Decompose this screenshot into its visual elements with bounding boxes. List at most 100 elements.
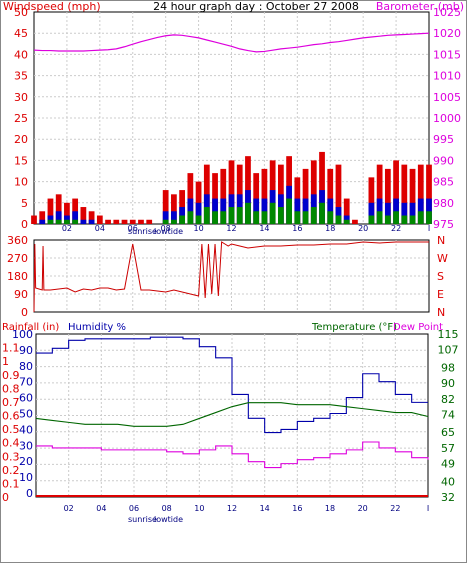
- windspeed-bar: [261, 168, 268, 224]
- wind-low-bar: [368, 215, 375, 224]
- barometer-tick-label: 1005: [433, 91, 461, 104]
- rainfall-tick-label: 0.5: [2, 423, 20, 436]
- direction-tick-label: 0: [21, 306, 28, 319]
- hour-label: 20: [358, 504, 368, 513]
- barometer-tick-label: 985: [433, 176, 454, 189]
- windspeed-bar: [121, 219, 128, 224]
- dewpoint-title: Dew Point: [393, 322, 443, 333]
- wind-average-bar: [368, 202, 375, 224]
- humidity-tick-label: 50: [19, 408, 33, 421]
- wind-low-bar: [55, 219, 62, 224]
- wind-low-bar: [376, 211, 383, 224]
- barometer-tick-label: 995: [433, 133, 454, 146]
- sunrise-marker-bottom: sunrise: [128, 515, 157, 524]
- rainfall-tick-label: 0.6: [2, 410, 20, 423]
- wind-low-bar: [327, 211, 334, 224]
- hour-label: I: [427, 504, 429, 513]
- windspeed-bar: [64, 202, 70, 224]
- wind-low-bar: [261, 211, 268, 224]
- windspeed-bar: [376, 164, 383, 224]
- lowtide-marker-bottom: lowtide: [154, 515, 183, 524]
- windspeed-title: Windspeed (mph): [3, 0, 101, 13]
- windspeed-bar: [105, 219, 111, 224]
- wind-low-bar: [179, 215, 186, 224]
- wind-low-bar: [64, 219, 70, 224]
- temperature-tick-label: 74: [441, 409, 455, 422]
- hour-label: 04: [95, 224, 105, 233]
- wind-low-bar: [294, 211, 301, 224]
- wind-average-bar: [409, 202, 416, 224]
- wind-low-bar: [171, 219, 177, 224]
- compass-label: N: [437, 306, 445, 319]
- rainfall-tick-label: 0.2: [2, 464, 20, 477]
- windspeed-tick-label: 25: [14, 112, 28, 125]
- windspeed-bar: [302, 168, 309, 224]
- humidity-tick-label: 30: [19, 439, 33, 452]
- hour-label: 08: [161, 224, 171, 233]
- barometer-line: [33, 32, 430, 53]
- barometer-tick-label: 1010: [433, 70, 461, 83]
- direction-tick-label: 180: [7, 270, 28, 283]
- temperature-tick-label: 98: [441, 361, 455, 374]
- dewpoint-line: [36, 441, 429, 469]
- windspeed-tick-label: 5: [21, 197, 28, 210]
- humidity-tick-label: 0: [26, 487, 33, 500]
- hour-label: 16: [292, 224, 302, 233]
- wind-low-bar: [417, 211, 424, 224]
- windspeed-bar: [88, 211, 95, 224]
- hour-label: 02: [62, 224, 72, 233]
- wind-average-bar: [335, 207, 342, 224]
- wind-average-bar: [401, 202, 408, 224]
- windspeed-bar: [228, 160, 235, 224]
- wind-low-bar: [393, 211, 399, 224]
- windspeed-bar: [171, 194, 177, 224]
- windspeed-tick-label: 30: [14, 91, 28, 104]
- hour-label: 22: [391, 224, 401, 233]
- humidity-tick-label: 70: [19, 376, 33, 389]
- wind-low-bar: [245, 202, 251, 224]
- wind-low-bar: [72, 219, 79, 224]
- hour-label: 18: [325, 224, 335, 233]
- hour-label: 02: [64, 504, 74, 513]
- hour-label: 12: [226, 224, 236, 233]
- windspeed-bar: [384, 168, 391, 224]
- wind-low-bar: [409, 215, 416, 224]
- windspeed-tick-label: 35: [14, 70, 28, 83]
- wind-low-bar: [343, 219, 350, 224]
- direction-tick-label: 270: [7, 252, 28, 265]
- humidity-title: Humidity %: [68, 322, 126, 333]
- hour-label: 08: [162, 504, 172, 513]
- wind-low-bar: [269, 202, 276, 224]
- rainfall-tick-label: 0.3: [2, 450, 20, 463]
- windspeed-bar: [319, 151, 325, 224]
- humidity-tick-label: 100: [12, 328, 33, 341]
- barometer-tick-label: 1020: [433, 27, 461, 40]
- wind-average-bar: [179, 207, 186, 224]
- wind-low-bar: [401, 215, 408, 224]
- lowtide-marker: lowtide: [154, 227, 183, 236]
- windspeed-tick-label: 10: [14, 176, 28, 189]
- rainfall-tick-label: 0.1: [2, 477, 20, 490]
- hour-label: 16: [292, 504, 302, 513]
- temperature-tick-label: 82: [441, 393, 455, 406]
- windspeed-bar: [113, 219, 120, 224]
- barometer-title: Barometer (mb): [376, 0, 464, 13]
- hour-label: 18: [325, 504, 335, 513]
- temperature-tick-label: 32: [441, 491, 455, 504]
- wind-low-bar: [319, 202, 325, 224]
- temperature-tick-label: 107: [438, 344, 459, 357]
- compass-label: W: [437, 252, 448, 265]
- windspeed-bar: [138, 219, 144, 224]
- temperature-tick-label: 90: [441, 377, 455, 390]
- wind-low-bar: [310, 207, 317, 224]
- temperature-tick-label: 65: [441, 426, 455, 439]
- chart-title: 24 hour graph day : October 27 2008: [153, 0, 359, 13]
- panel-3-hour-labels: 02 04 06 08 10 12 14 16 18 20 22 I: [64, 504, 430, 513]
- windspeed-bar: [426, 164, 432, 224]
- windspeed-bar: [162, 190, 169, 224]
- direction-degree-axis: 360 270 180 90 0: [7, 234, 28, 319]
- windspeed-bar: [409, 168, 416, 224]
